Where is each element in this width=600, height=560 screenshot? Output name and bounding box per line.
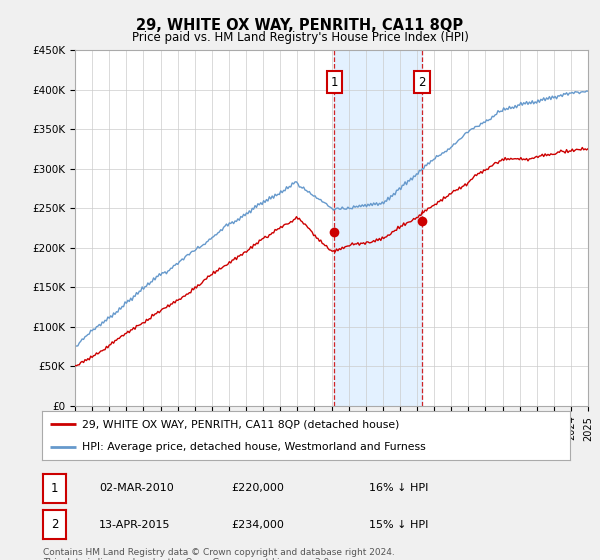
Text: 2: 2: [51, 518, 58, 531]
Text: 02-MAR-2010: 02-MAR-2010: [99, 483, 174, 493]
Text: 1: 1: [51, 482, 58, 495]
Text: 13-APR-2015: 13-APR-2015: [99, 520, 170, 530]
Text: Contains HM Land Registry data © Crown copyright and database right 2024.
This d: Contains HM Land Registry data © Crown c…: [43, 548, 395, 560]
Text: 15% ↓ HPI: 15% ↓ HPI: [369, 520, 428, 530]
Text: 29, WHITE OX WAY, PENRITH, CA11 8QP (detached house): 29, WHITE OX WAY, PENRITH, CA11 8QP (det…: [82, 419, 399, 430]
Text: 2: 2: [418, 76, 425, 88]
Text: 1: 1: [331, 76, 338, 88]
Text: 16% ↓ HPI: 16% ↓ HPI: [369, 483, 428, 493]
Text: 29, WHITE OX WAY, PENRITH, CA11 8QP: 29, WHITE OX WAY, PENRITH, CA11 8QP: [136, 18, 464, 33]
Text: £220,000: £220,000: [231, 483, 284, 493]
Text: £234,000: £234,000: [231, 520, 284, 530]
Text: HPI: Average price, detached house, Westmorland and Furness: HPI: Average price, detached house, West…: [82, 442, 425, 452]
Text: Price paid vs. HM Land Registry's House Price Index (HPI): Price paid vs. HM Land Registry's House …: [131, 31, 469, 44]
Bar: [334, 50, 422, 406]
